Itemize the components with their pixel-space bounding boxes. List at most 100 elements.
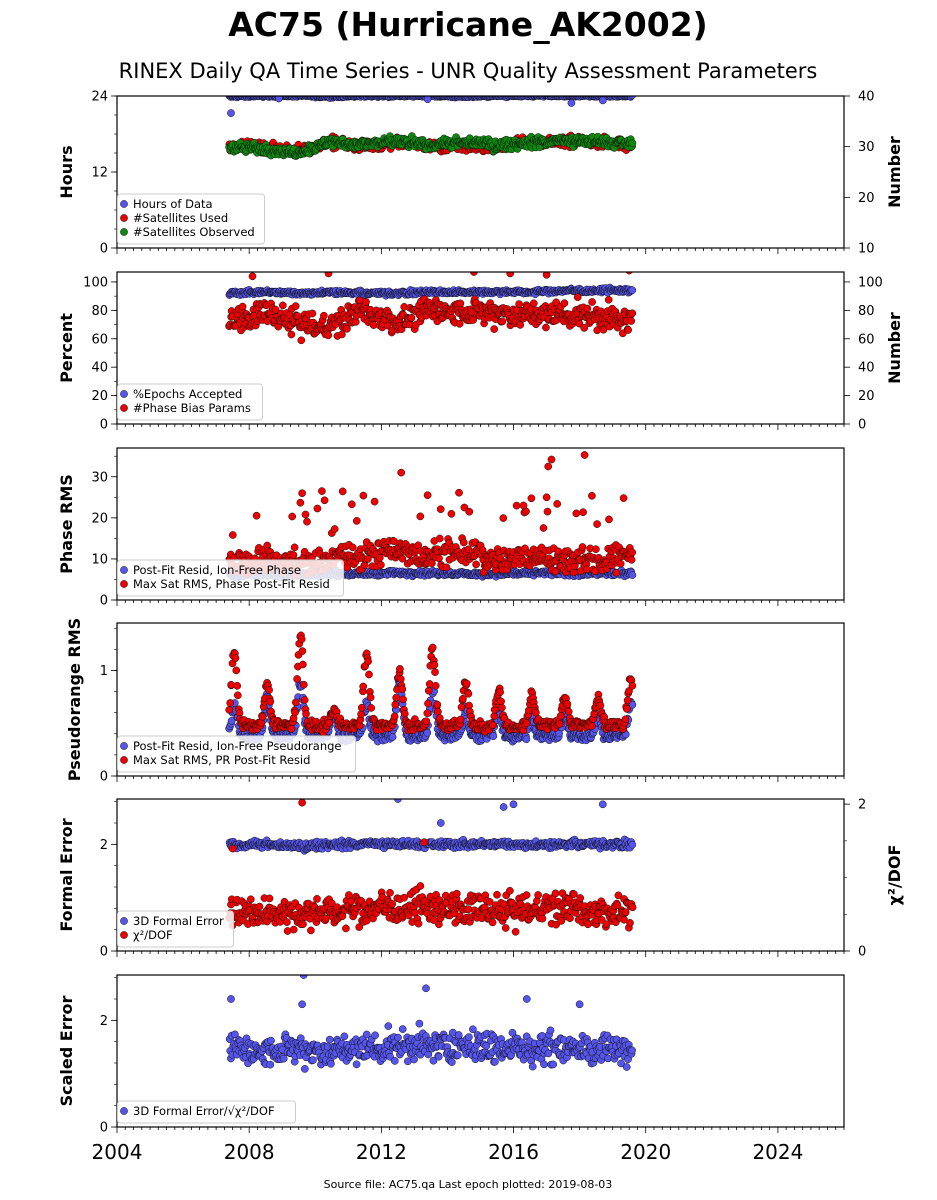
point-pseudorange_rms-s1 [490,712,499,720]
point-pseudorange_rms-s1 [398,685,407,694]
outlier-percent-s1 [248,272,257,281]
point-percent-s1 [560,299,569,308]
legend-label: Hours of Data [133,197,213,211]
point-phase_rms-s1 [290,543,299,552]
point-percent-s1 [624,326,632,334]
y-tick-label: 80 [91,304,108,319]
point-phase_rms-s1 [428,559,436,568]
outlier-percent-s1 [470,272,478,276]
point-pseudorange_rms-s1 [497,697,505,706]
point-pseudorange_rms-s1 [258,712,267,721]
point-phase_rms-s1 [472,560,480,569]
point-pseudorange_rms-s1 [297,635,306,644]
point-phase_rms-s1 [572,509,581,518]
point-pseudorange_rms-s1 [396,665,404,673]
point-pseudorange_rms-s1 [462,679,471,688]
point-pseudorange_rms-s1 [392,693,401,702]
legend-label: #Phase Bias Params [133,401,251,415]
point-percent-s1 [238,302,247,311]
point-phase_rms-s1 [416,512,425,521]
y-tick-label: 12 [91,166,108,181]
outlier-hours-s0 [275,96,283,103]
outlier-hours-s0 [598,96,607,105]
y-right-tick-label: 80 [858,304,875,319]
point-phase_rms-s1 [348,543,357,552]
point-phase_rms-s1 [592,545,600,554]
legend-marker [120,390,128,398]
point-pseudorange_rms-s1 [233,681,242,690]
point-percent-s1 [469,316,477,324]
legend-marker [120,214,128,222]
point-phase_rms-s1 [619,494,628,502]
y-axis-label-percent: Percent [57,313,76,383]
point-pseudorange_rms-s1 [265,686,273,694]
outlier-phase_rms-s1 [519,501,528,510]
point-pseudorange_rms-s1 [291,698,300,707]
point-pseudorange_rms-s1 [555,720,564,728]
y-axis-label-hours: Hours [57,145,76,198]
point-phase_rms-s1 [436,505,445,514]
point-phase_rms-s1 [539,524,548,532]
point-percent-s1 [516,321,525,329]
point-percent-s1 [575,319,584,328]
point-percent-s1 [362,298,370,306]
point-pseudorange_rms-s0 [522,735,531,744]
point-pseudorange_rms-s1 [433,700,442,709]
point-pseudorange_rms-s0 [489,732,498,741]
point-phase_rms-s1 [569,568,578,577]
point-pseudorange_rms-s0 [423,728,432,737]
point-pseudorange_rms-s1 [423,709,432,718]
point-percent-s1 [588,298,596,306]
point-hours-s0 [628,96,637,100]
point-pseudorange_rms-s1 [293,675,301,683]
point-pseudorange_rms-s1 [431,681,440,690]
y-right-tick-label: 10 [858,242,875,257]
figure-subtitle: RINEX Daily QA Time Series - UNR Quality… [119,59,818,83]
point-phase_rms-s1 [398,554,407,563]
point-phase_rms-s1 [616,559,625,568]
legend-box [117,559,344,597]
point-pseudorange_rms-s1 [424,686,433,695]
point-percent-s1 [515,300,523,308]
point-pseudorange_rms-s1 [564,707,573,716]
y-tick-label: 30 [91,470,108,485]
point-phase_rms-s1 [553,500,562,508]
point-percent-s1 [628,309,637,318]
point-percent-s1 [287,330,296,339]
point-percent-s1 [297,336,306,345]
point-phase_rms-s1 [465,507,474,516]
point-phase_rms-s1 [303,517,311,526]
y-tick-label: 20 [91,511,108,526]
point-phase_rms-s1 [628,548,637,557]
point-percent-s1 [278,301,287,310]
point-percent-s1 [291,302,300,310]
y-axis-label-phase_rms: Phase RMS [57,474,76,574]
point-phase_rms-s1 [320,496,329,505]
outlier-percent-s1 [625,272,633,275]
point-phase_rms-s1 [605,515,613,524]
legend-marker [120,200,128,208]
outlier-percent-s1 [324,272,333,278]
point-phase_rms-s1 [330,525,339,533]
point-percent-s1 [308,309,317,318]
point-phase_rms-s1 [377,561,385,569]
figure-title: AC75 (Hurricane_AK2002) [228,5,707,44]
point-percent-s1 [498,317,507,326]
legend-label: Post-Fit Resid, Ion-Free Phase [133,563,301,577]
point-percent-s1 [320,311,328,320]
point-pseudorange_rms-s1 [287,724,296,733]
point-pseudorange_rms-s1 [225,706,234,714]
point-percent-s1 [542,323,550,332]
outlier-phase_rms-s1 [544,462,553,471]
point-phase_rms-s1 [543,507,552,516]
legend-marker [120,580,128,588]
point-phase_rms-s1 [252,511,261,520]
point-percent-s1 [627,317,636,325]
outlier-hours-s0 [423,96,432,104]
point-percent-s1 [324,331,333,340]
point-pseudorange_rms-s1 [459,694,467,703]
point-percent-s1 [338,330,346,339]
point-pseudorange_rms-s1 [498,703,506,712]
